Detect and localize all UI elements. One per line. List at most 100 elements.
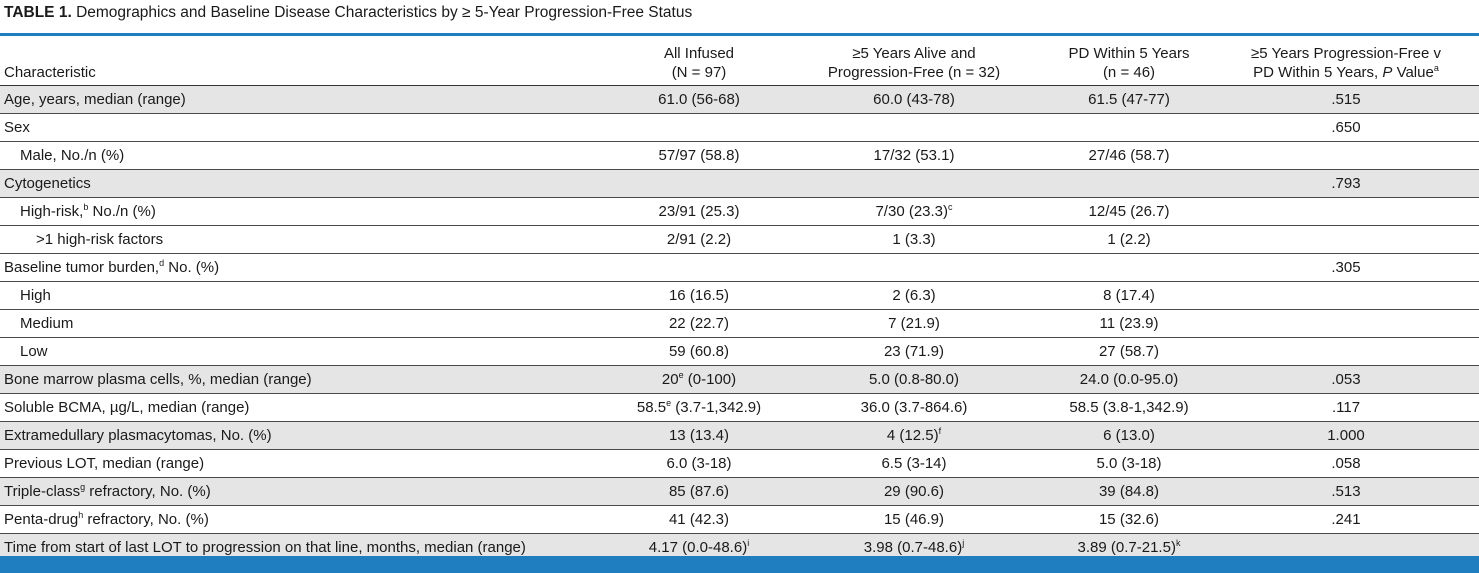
table-row: High 16 (16.5) 2 (6.3) 8 (17.4) [0,281,1479,310]
cell-p: 1.000 [1209,421,1479,450]
header-pd-within-5-years: PD Within 5 Years (n = 46) [1049,36,1209,86]
row-label: Penta-drugh refractory, No. (%) [0,505,619,534]
cell-pf [779,113,1049,142]
row-label: Soluble BCMA, µg/L, median (range) [0,393,619,422]
row-label: Extramedullary plasmacytomas, No. (%) [0,421,619,450]
table-row: Soluble BCMA, µg/L, median (range) 58.5e … [0,393,1479,422]
row-label: High [0,281,619,310]
cell-pf: 36.0 (3.7-864.6) [779,393,1049,422]
table-row: Previous LOT, median (range) 6.0 (3-18) 6.… [0,449,1479,478]
cell-p [1209,337,1479,366]
cell-pf: 1 (3.3) [779,225,1049,254]
row-label: Triple-classg refractory, No. (%) [0,477,619,506]
cell-pd [1049,113,1209,142]
cell-pd: 27 (58.7) [1049,337,1209,366]
cell-pd: 15 (32.6) [1049,505,1209,534]
row-label: Medium [0,309,619,338]
cell-pf [779,253,1049,282]
header-all-infused: All Infused (N = 97) [619,36,779,86]
cell-p [1209,281,1479,310]
cell-pf: 29 (90.6) [779,477,1049,506]
cell-p: .513 [1209,477,1479,506]
cell-all: 23/91 (25.3) [619,197,779,226]
table-row: Cytogenetics .793 [0,169,1479,198]
table-row: Extramedullary plasmacytomas, No. (%) 13 … [0,421,1479,450]
row-label: Age, years, median (range) [0,85,619,114]
header-alive-progression-free: ≥5 Years Alive and Progression-Free (n = … [779,36,1049,86]
cell-pf: 7 (21.9) [779,309,1049,338]
cell-pd [1049,169,1209,198]
cell-all: 6.0 (3-18) [619,449,779,478]
cell-all: 2/91 (2.2) [619,225,779,254]
cell-pd: 58.5 (3.8-1,342.9) [1049,393,1209,422]
cell-pf: 7/30 (23.3)c [779,197,1049,226]
cell-all: 16 (16.5) [619,281,779,310]
cell-pd: 1 (2.2) [1049,225,1209,254]
cell-p [1209,141,1479,170]
cell-pf: 15 (46.9) [779,505,1049,534]
demographics-table: Characteristic All Infused (N = 97) ≥5 Ye… [0,36,1479,562]
cell-all: 57/97 (58.8) [619,141,779,170]
table-row: Low 59 (60.8) 23 (71.9) 27 (58.7) [0,337,1479,366]
row-label: Sex [0,113,619,142]
table-row: Male, No./n (%) 57/97 (58.8) 17/32 (53.1) 2… [0,141,1479,170]
table-caption: TABLE 1. Demographics and Baseline Disea… [4,3,692,23]
cell-p: .241 [1209,505,1479,534]
cell-pf: 60.0 (43-78) [779,85,1049,114]
table-row: High-risk,b No./n (%) 23/91 (25.3) 7/30 (2… [0,197,1479,226]
cell-all: 13 (13.4) [619,421,779,450]
cell-all [619,113,779,142]
table-row: Penta-drugh refractory, No. (%) 41 (42.3)… [0,505,1479,534]
cell-all: 41 (42.3) [619,505,779,534]
cell-p: .058 [1209,449,1479,478]
table-label: TABLE 1. [4,4,72,21]
cell-p: .793 [1209,169,1479,198]
cell-pf: 23 (71.9) [779,337,1049,366]
cell-pd: 39 (84.8) [1049,477,1209,506]
table-row: Triple-classg refractory, No. (%) 85 (87.… [0,477,1479,506]
cell-p: .117 [1209,393,1479,422]
table-row: >1 high-risk factors 2/91 (2.2) 1 (3.3) 1 (… [0,225,1479,254]
cell-p: .650 [1209,113,1479,142]
cell-p [1209,225,1479,254]
cell-pf [779,169,1049,198]
table-row: Bone marrow plasma cells, %, median (ran… [0,365,1479,394]
cell-pf: 17/32 (53.1) [779,141,1049,170]
cell-all [619,253,779,282]
cell-pd: 8 (17.4) [1049,281,1209,310]
header-row: Characteristic All Infused (N = 97) ≥5 Ye… [0,36,1479,86]
cell-pd: 6 (13.0) [1049,421,1209,450]
cell-p [1209,197,1479,226]
table-row: Medium 22 (22.7) 7 (21.9) 11 (23.9) [0,309,1479,338]
cell-pf: 4 (12.5)f [779,421,1049,450]
cell-p: .305 [1209,253,1479,282]
cell-pf: 5.0 (0.8-80.0) [779,365,1049,394]
cell-pd: 5.0 (3-18) [1049,449,1209,478]
header-p-value: ≥5 Years Progression-Free v PD Within 5 … [1209,36,1479,86]
row-label: Cytogenetics [0,169,619,198]
bottom-rule [0,556,1479,573]
cell-pd: 11 (23.9) [1049,309,1209,338]
cell-pd: 12/45 (26.7) [1049,197,1209,226]
table-row: Sex .650 [0,113,1479,142]
cell-pd: 61.5 (47-77) [1049,85,1209,114]
header-characteristic: Characteristic [0,36,619,86]
cell-p: .053 [1209,365,1479,394]
top-rule [0,33,1479,36]
table-row: Baseline tumor burden,d No. (%) .305 [0,253,1479,282]
row-label: Low [0,337,619,366]
cell-pd: 24.0 (0.0-95.0) [1049,365,1209,394]
row-label: Previous LOT, median (range) [0,449,619,478]
cell-pf: 2 (6.3) [779,281,1049,310]
cell-all [619,169,779,198]
row-label: Bone marrow plasma cells, %, median (ran… [0,365,619,394]
cell-p [1209,309,1479,338]
cell-p: .515 [1209,85,1479,114]
row-label: >1 high-risk factors [0,225,619,254]
cell-all: 58.5e (3.7-1,342.9) [619,393,779,422]
cell-pf: 6.5 (3-14) [779,449,1049,478]
cell-all: 85 (87.6) [619,477,779,506]
row-label: Baseline tumor burden,d No. (%) [0,253,619,282]
cell-pd: 27/46 (58.7) [1049,141,1209,170]
row-label: High-risk,b No./n (%) [0,197,619,226]
